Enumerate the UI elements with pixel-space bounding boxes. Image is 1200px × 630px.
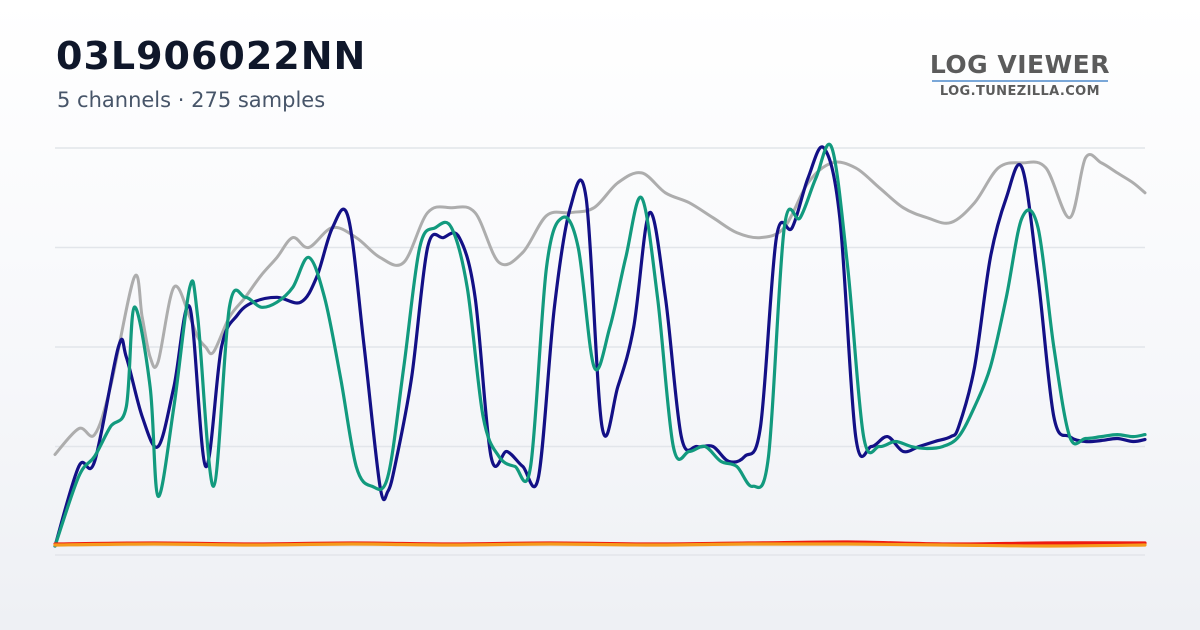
log-title: 03L906022NN: [56, 34, 367, 78]
series-line-5: [53, 542, 1147, 548]
brand-logo[interactable]: LOG VIEWER LOG.TUNEZILLA.COM: [930, 50, 1110, 99]
brand-url: LOG.TUNEZILLA.COM: [939, 84, 1100, 99]
brand-underline: [931, 80, 1108, 82]
series-line-2: [53, 145, 1147, 548]
chart-series: [53, 142, 1147, 548]
log-subtitle: 5 channels · 275 samples: [57, 88, 326, 112]
chart-grid: [55, 147, 1145, 556]
series-line-3: [53, 142, 1147, 548]
series-line-1: [53, 153, 1147, 456]
brand-name: LOG VIEWER: [929, 50, 1110, 79]
